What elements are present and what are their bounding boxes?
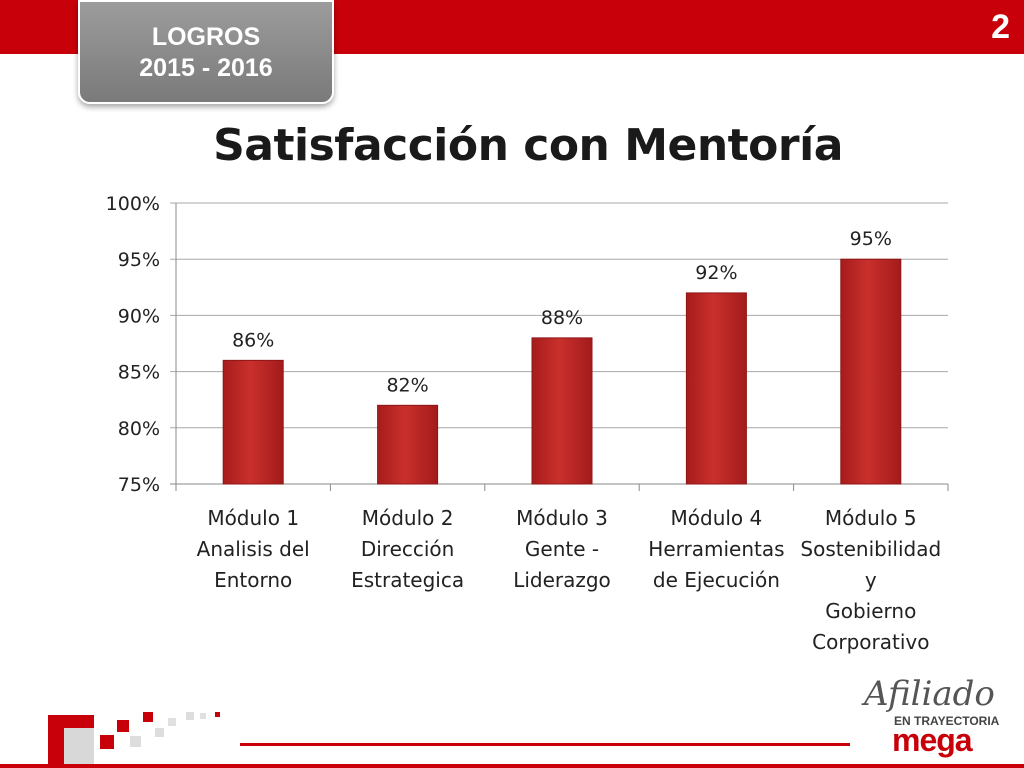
bar-chart: 75% 80% 85% 90% 95% 100% 86% Módulo 1 Analisis d… bbox=[106, 193, 949, 654]
logo-brand: mega bbox=[892, 722, 973, 758]
x-tick-label: Gente - bbox=[525, 537, 599, 561]
footer-line bbox=[240, 743, 850, 746]
x-tick-label: Dirección bbox=[361, 537, 455, 561]
data-label: 88% bbox=[541, 307, 583, 329]
x-tick-label: Módulo 1 bbox=[207, 506, 299, 530]
y-tick-label: 80% bbox=[118, 418, 160, 440]
x-tick-label: de Ejecución bbox=[653, 568, 780, 592]
bar bbox=[222, 359, 284, 485]
square-shape bbox=[117, 720, 129, 732]
square-shape bbox=[100, 735, 114, 749]
square-shape bbox=[200, 713, 206, 719]
bar bbox=[840, 258, 902, 485]
x-tick-label: Corporativo bbox=[812, 630, 929, 654]
bar bbox=[531, 337, 593, 485]
y-tick-label: 95% bbox=[118, 249, 160, 271]
x-tick-label: Módulo 5 bbox=[825, 506, 917, 530]
x-tick-label: Módulo 4 bbox=[671, 506, 763, 530]
logo-subtitle: EN TRAYECTORIA bbox=[894, 714, 1000, 728]
square-shape bbox=[143, 712, 153, 722]
square-shape bbox=[186, 712, 194, 720]
x-tick-label: Sostenibilidad bbox=[800, 537, 941, 561]
square-shape bbox=[64, 728, 94, 767]
y-tick-label: 75% bbox=[118, 474, 160, 496]
y-tick-label: 100% bbox=[106, 193, 160, 215]
square-shape bbox=[155, 728, 164, 737]
bottom-strip bbox=[0, 764, 1024, 768]
chart-title: Satisfacción con Mentoría bbox=[213, 120, 843, 171]
badge-title: LOGROS bbox=[151, 23, 261, 51]
badge-period: 2015 - 2016 bbox=[139, 54, 273, 82]
mega-logo: Afiliado EN TRAYECTORIA mega bbox=[858, 674, 1008, 758]
x-tick-label: Módulo 2 bbox=[362, 506, 454, 530]
square-shape bbox=[215, 712, 220, 717]
data-label: 95% bbox=[850, 228, 892, 250]
x-tick-label: Estrategica bbox=[351, 568, 464, 592]
x-tick-label: Módulo 3 bbox=[516, 506, 608, 530]
y-tick-label: 85% bbox=[118, 362, 160, 384]
square-shape bbox=[130, 736, 141, 747]
bar bbox=[685, 292, 747, 485]
x-tick-label: y bbox=[865, 568, 877, 592]
bar bbox=[377, 404, 439, 485]
x-tick-label: Herramientas bbox=[648, 537, 784, 561]
x-tick-label: Liderazgo bbox=[513, 568, 611, 592]
x-tick-label: Gobierno bbox=[825, 599, 916, 623]
square-shape bbox=[168, 718, 176, 726]
period-badge: LOGROS 2015 - 2016 bbox=[78, 0, 334, 104]
page-number: 2 bbox=[991, 8, 1010, 46]
x-tick-label: Analisis del bbox=[197, 537, 310, 561]
data-label: 92% bbox=[695, 262, 737, 284]
x-tick-label: Entorno bbox=[214, 568, 292, 592]
data-label: 82% bbox=[386, 374, 428, 396]
data-label: 86% bbox=[232, 329, 274, 351]
logo-script: Afiliado bbox=[864, 674, 995, 714]
y-tick-label: 90% bbox=[118, 305, 160, 327]
